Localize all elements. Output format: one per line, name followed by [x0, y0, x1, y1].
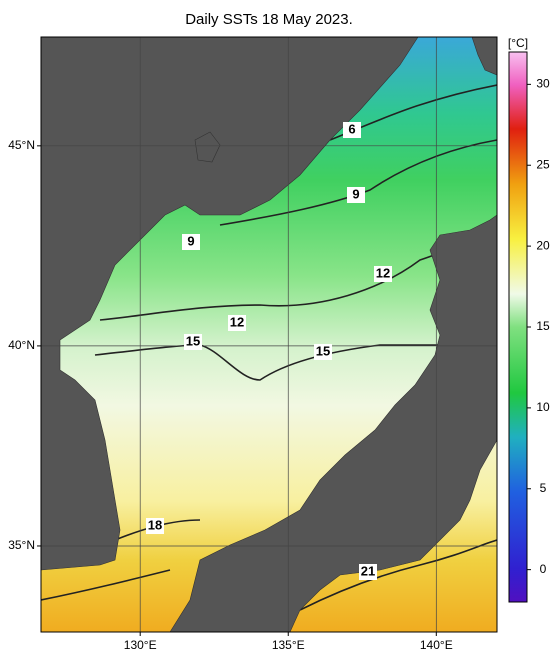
x-tick-label: 140°E: [420, 638, 453, 652]
contour-labels: 6 9 9 12 12 15 15 18 21: [146, 121, 392, 580]
y-tick-label: 40°N: [8, 338, 35, 352]
contour-label: 6: [348, 121, 355, 136]
contour-label: 9: [352, 186, 359, 201]
contour-label: 18: [148, 517, 162, 532]
contour-label: 9: [187, 233, 194, 248]
colorbar-tick-label: 20: [536, 238, 550, 252]
contour-label-box: [146, 518, 164, 534]
colorbar-label: [°C]: [508, 36, 528, 50]
contour-label: 21: [361, 563, 375, 578]
x-tick-label: 135°E: [272, 638, 305, 652]
colorbar-tick-label: 15: [536, 319, 550, 333]
contour-label: 12: [376, 265, 390, 280]
contour-label-box: [343, 122, 361, 138]
contour-label-box: [359, 564, 377, 580]
contour-label-box: [347, 187, 365, 203]
contour-label-box: [228, 315, 246, 331]
x-tick-label: 130°E: [124, 638, 157, 652]
colorbar-tick-label: 30: [536, 77, 550, 91]
contour-label: 15: [316, 343, 330, 358]
colorbar-tick-label: 0: [540, 562, 547, 576]
y-tick-label: 45°N: [8, 138, 35, 152]
map-title: Daily SSTs 18 May 2023.: [185, 11, 353, 28]
contour-label-box: [184, 334, 202, 350]
colorbar: [508, 51, 528, 603]
contour-label: 15: [186, 333, 200, 348]
colorbar-tick-label: 10: [536, 400, 550, 414]
land: [41, 37, 497, 632]
y-tick-label: 35°N: [8, 538, 35, 552]
axes: 130°E 135°E 140°E 35°N 40°N 45°N 0 5 10 15 20 25 30: [8, 77, 550, 653]
colorbar-tick-label: 25: [536, 157, 550, 171]
map-area: 6 9 9 12 12 15 15 18 21: [41, 37, 497, 632]
contour-label-box: [314, 344, 332, 360]
contour-label: 12: [230, 314, 244, 329]
contour-label-box: [374, 266, 392, 282]
grid: [41, 37, 497, 632]
contour-label-box: [182, 234, 200, 250]
map-frame: [40, 36, 498, 633]
colorbar-tick-label: 5: [540, 481, 547, 495]
